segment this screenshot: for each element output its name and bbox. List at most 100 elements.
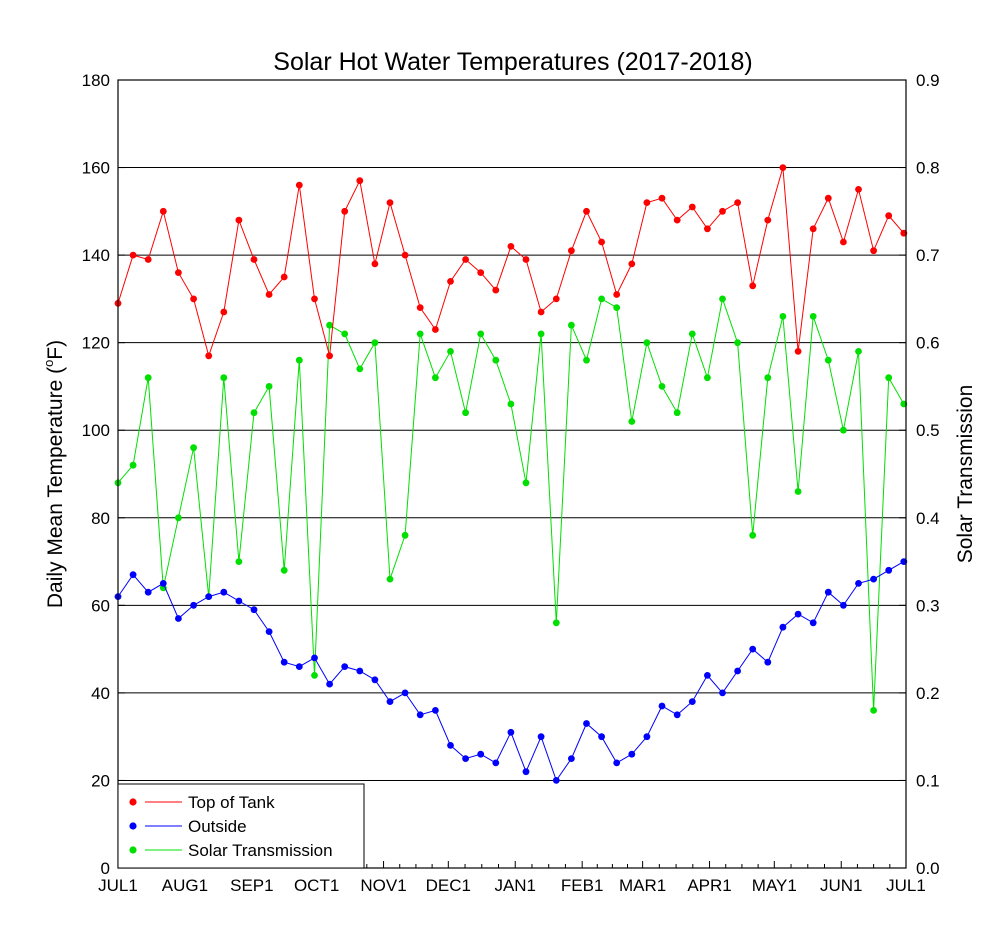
data-point-solar-transmission <box>734 339 741 346</box>
data-point-outside <box>477 751 484 758</box>
data-point-outside <box>855 580 862 587</box>
y-right-tick-label: 0.5 <box>916 421 940 440</box>
y-left-tick-label: 80 <box>91 509 110 528</box>
right-axis-tick-labels: 0.0 0.1 0.2 0.3 0.4 0.5 0.6 0.7 0.8 0.9 <box>916 71 940 878</box>
y-right-tick-label: 0.6 <box>916 334 940 353</box>
gridlines <box>118 168 906 781</box>
data-point-top-of-tank <box>840 239 847 246</box>
data-point-outside <box>689 698 696 705</box>
data-point-outside <box>538 733 545 740</box>
data-point-solar-transmission <box>840 427 847 434</box>
data-point-outside <box>266 628 273 635</box>
data-point-outside <box>674 711 681 718</box>
data-point-top-of-tank <box>477 269 484 276</box>
data-point-outside <box>281 659 288 666</box>
data-point-top-of-tank <box>175 269 182 276</box>
x-tick-label: MAY1 <box>752 876 797 895</box>
data-point-outside <box>568 755 575 762</box>
data-point-top-of-tank <box>870 247 877 254</box>
series-line-outside <box>118 562 904 781</box>
data-point-solar-transmission <box>190 444 197 451</box>
data-point-outside <box>220 589 227 596</box>
y-left-tick-label: 140 <box>82 246 110 265</box>
data-point-solar-transmission <box>870 707 877 714</box>
x-tick-label: NOV1 <box>360 876 406 895</box>
x-tick-label: SEP1 <box>230 876 273 895</box>
data-point-top-of-tank <box>598 239 605 246</box>
data-point-outside <box>326 681 333 688</box>
series-layer <box>115 164 908 784</box>
data-point-top-of-tank <box>492 287 499 294</box>
data-point-solar-transmission <box>281 567 288 574</box>
data-point-top-of-tank <box>130 252 137 259</box>
data-point-top-of-tank <box>402 252 409 259</box>
data-point-top-of-tank <box>417 304 424 311</box>
data-point-top-of-tank <box>553 296 560 303</box>
data-point-outside <box>296 663 303 670</box>
data-point-outside <box>175 615 182 622</box>
y-axis-left-title-part1: Daily Mean Temperature ( <box>44 367 67 608</box>
data-point-solar-transmission <box>130 462 137 469</box>
data-point-top-of-tank <box>190 296 197 303</box>
data-point-outside <box>160 580 167 587</box>
data-point-solar-transmission <box>568 322 575 329</box>
data-point-top-of-tank <box>311 296 318 303</box>
data-point-solar-transmission <box>492 357 499 364</box>
data-point-outside <box>598 733 605 740</box>
series-line-solar-transmission <box>118 299 904 711</box>
series-outside <box>115 558 908 784</box>
x-tick-label: JUN1 <box>820 876 863 895</box>
data-point-solar-transmission <box>326 322 333 329</box>
data-point-solar-transmission <box>296 357 303 364</box>
x-tick-label: AUG1 <box>162 876 208 895</box>
data-point-top-of-tank <box>689 204 696 211</box>
data-point-solar-transmission <box>220 374 227 381</box>
data-point-solar-transmission <box>341 331 348 338</box>
data-point-solar-transmission <box>825 357 832 364</box>
data-point-top-of-tank <box>432 326 439 333</box>
data-point-top-of-tank <box>583 208 590 215</box>
y-left-tick-label: 60 <box>91 596 110 615</box>
data-point-solar-transmission <box>764 374 771 381</box>
x-tick-label: JUL1 <box>886 876 926 895</box>
data-point-top-of-tank <box>825 195 832 202</box>
data-point-solar-transmission <box>402 532 409 539</box>
data-point-outside <box>190 602 197 609</box>
y-right-tick-label: 0.4 <box>916 509 940 528</box>
legend-marker-outside <box>129 822 136 829</box>
data-point-outside <box>447 742 454 749</box>
data-point-top-of-tank <box>447 278 454 285</box>
data-point-top-of-tank <box>538 309 545 316</box>
data-point-outside <box>417 711 424 718</box>
data-point-outside <box>432 707 439 714</box>
data-point-outside <box>870 576 877 583</box>
data-point-solar-transmission <box>311 672 318 679</box>
data-point-outside <box>613 760 620 767</box>
data-point-top-of-tank <box>810 225 817 232</box>
data-point-top-of-tank <box>749 282 756 289</box>
data-point-solar-transmission <box>855 348 862 355</box>
y-right-tick-label: 0.7 <box>916 246 940 265</box>
data-point-outside <box>462 755 469 762</box>
data-point-outside <box>810 619 817 626</box>
chart-title: Solar Hot Water Temperatures (2017-2018) <box>273 48 752 76</box>
data-point-solar-transmission <box>175 514 182 521</box>
series-top-of-tank <box>115 164 908 359</box>
data-point-solar-transmission <box>477 331 484 338</box>
data-point-top-of-tank <box>508 243 515 250</box>
y-left-tick-label: 40 <box>91 684 110 703</box>
data-point-solar-transmission <box>659 383 666 390</box>
data-point-outside <box>749 646 756 653</box>
data-point-top-of-tank <box>296 182 303 189</box>
data-point-solar-transmission <box>613 304 620 311</box>
y-left-tick-label: 120 <box>82 334 110 353</box>
data-point-outside <box>659 703 666 710</box>
data-point-top-of-tank <box>644 199 651 206</box>
y-right-tick-label: 0.2 <box>916 684 940 703</box>
legend-marker-top-of-tank <box>129 798 136 805</box>
data-point-solar-transmission <box>598 296 605 303</box>
y-left-tick-label: 20 <box>91 771 110 790</box>
data-point-solar-transmission <box>462 409 469 416</box>
y-right-tick-label: 0.1 <box>916 771 940 790</box>
data-point-top-of-tank <box>236 217 243 224</box>
